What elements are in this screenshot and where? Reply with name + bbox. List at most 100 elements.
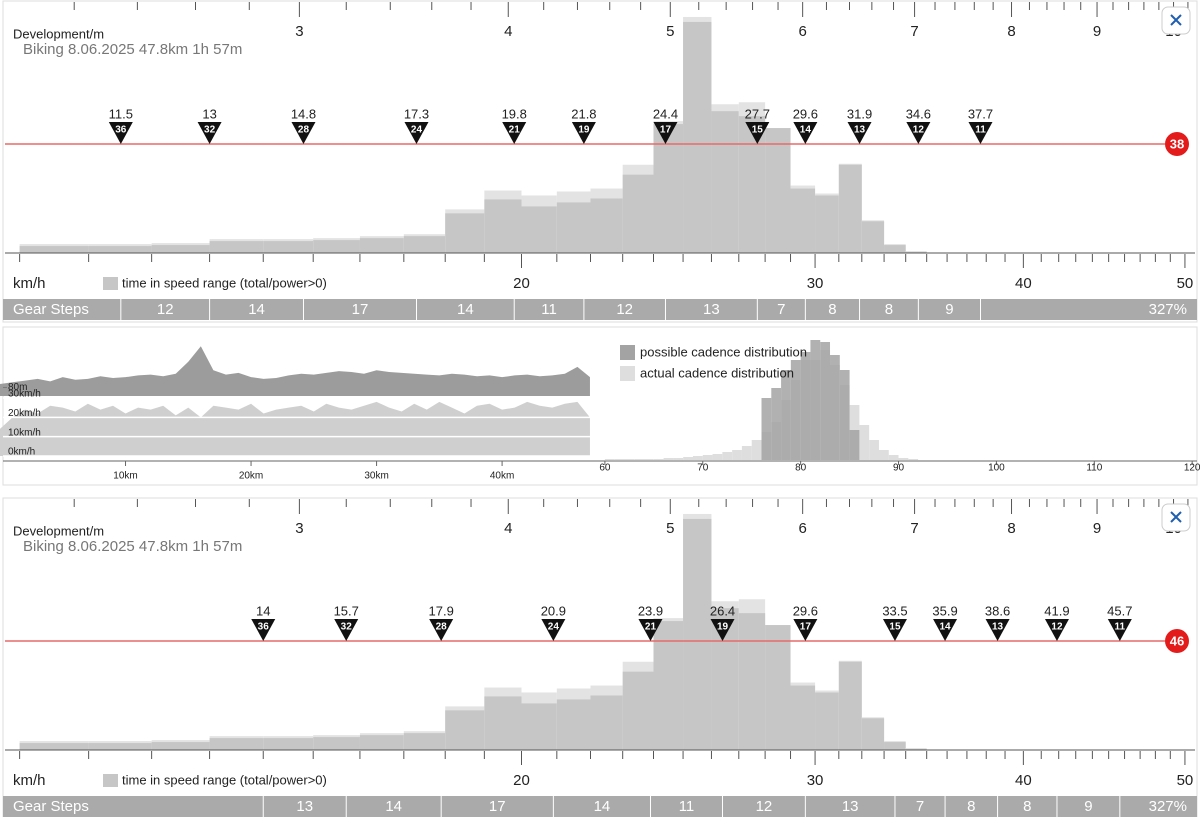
legend-text: possible cadence distribution <box>640 344 807 359</box>
legend-swatch <box>103 277 118 290</box>
gear-speed: 26.4 <box>710 603 735 618</box>
power-bar <box>263 241 314 253</box>
gear-marker <box>985 619 1010 641</box>
power-bar <box>683 518 712 750</box>
gear-marker <box>653 122 678 144</box>
gear-step: 8 <box>1023 798 1031 815</box>
power-bar <box>861 718 885 750</box>
gear-marker <box>933 619 958 641</box>
power-bar <box>263 738 314 750</box>
cadence-bar <box>673 458 684 460</box>
power-bar <box>622 174 654 253</box>
gear-marker <box>638 619 663 641</box>
speed-tick-label: 20 <box>513 772 530 789</box>
gear-cog: 11 <box>975 125 986 136</box>
gear-step: 9 <box>1084 798 1092 815</box>
speed-label: km/h <box>13 275 46 292</box>
legend-swatch <box>620 345 635 360</box>
distance-tick-label: 10km <box>113 471 137 482</box>
gear-step: 13 <box>703 301 720 318</box>
gear-step: 14 <box>594 798 611 815</box>
cadence-bar <box>810 340 821 460</box>
gear-marker <box>968 122 993 144</box>
power-bar <box>209 241 264 253</box>
gear-cog: 19 <box>717 622 729 633</box>
gear-step: 14 <box>385 798 402 815</box>
cadence-bar <box>653 459 664 460</box>
gear-cog: 17 <box>660 125 672 136</box>
panel-frame <box>2 497 1198 817</box>
gear-speed: 15.7 <box>334 603 359 618</box>
gear-cog: 12 <box>913 125 925 136</box>
gear-cog: 36 <box>258 622 270 633</box>
cadence-bar <box>732 450 742 460</box>
legend-text: time in speed range (total/power>0) <box>122 772 327 787</box>
power-bar <box>738 116 766 254</box>
gear-speed: 41.9 <box>1044 603 1069 618</box>
dev-tick-label: 9 <box>1093 23 1101 40</box>
gear-step: 13 <box>842 798 859 815</box>
distance-tick-label: 30km <box>364 471 388 482</box>
dev-tick-label: 3 <box>295 520 303 537</box>
cadence-tick-label: 60 <box>599 463 611 474</box>
cadence-bar <box>692 456 703 460</box>
gear-speed: 21.8 <box>571 106 596 121</box>
cadence-bar <box>751 440 762 460</box>
distance-tick-label: 40km <box>490 471 514 482</box>
gear-cog: 13 <box>992 622 1004 633</box>
power-bar <box>19 743 89 750</box>
legend-text: time in speed range (total/power>0) <box>122 275 327 290</box>
power-bar <box>622 671 654 750</box>
cadence-bar <box>741 446 752 460</box>
power-bar <box>683 21 712 253</box>
dev-tick-label: 8 <box>1007 520 1015 537</box>
gear-step: 13 <box>296 798 313 815</box>
legend-swatch <box>103 774 118 787</box>
gear-marker <box>571 122 596 144</box>
power-bar <box>590 695 623 750</box>
gear-speed: 27.7 <box>745 106 770 121</box>
gear-step: 12 <box>157 301 174 318</box>
speed-tick-label: 10km/h <box>8 427 41 438</box>
gear-cog: 28 <box>436 622 448 633</box>
gear-cog: 21 <box>645 622 657 633</box>
power-bar <box>765 128 791 253</box>
cadence-bar <box>898 458 909 460</box>
power-bar <box>711 111 739 253</box>
cadence-bar <box>830 355 840 460</box>
power-bar <box>884 245 906 253</box>
gear-cog: 15 <box>752 125 764 136</box>
gear-step: 17 <box>489 798 506 815</box>
dev-tick-label: 6 <box>798 520 806 537</box>
power-bar <box>521 206 557 253</box>
gear-steps-label: Gear Steps <box>13 301 89 318</box>
speed-tick-label: 40 <box>1015 772 1032 789</box>
power-bar <box>838 164 862 253</box>
cadence-bar <box>663 458 674 460</box>
dev-tick-label: 3 <box>295 23 303 40</box>
gear-cog: 11 <box>1115 622 1126 633</box>
elevation-area <box>0 346 590 396</box>
gear-marker <box>1044 619 1069 641</box>
gear-steps-label: Gear Steps <box>13 798 89 815</box>
gear-steps-total: 327% <box>1149 798 1187 815</box>
gear-step: 8 <box>967 798 975 815</box>
chainring-value: 46 <box>1170 633 1184 648</box>
gear-marker <box>291 122 316 144</box>
gear-speed: 17.3 <box>404 106 429 121</box>
power-bar <box>738 613 766 750</box>
total-bar <box>905 748 927 750</box>
gear-cog: 21 <box>509 125 521 136</box>
gear-step: 14 <box>248 301 265 318</box>
gear-speed: 19.8 <box>502 106 527 121</box>
cadence-bar <box>869 440 879 460</box>
cadence-tick-label: 110 <box>1086 463 1102 474</box>
gear-cog: 14 <box>940 622 952 633</box>
cadence-bar <box>644 459 654 460</box>
gear-step: 8 <box>828 301 836 318</box>
gear-marker <box>502 122 527 144</box>
gear-step: 12 <box>616 301 633 318</box>
close-icon <box>1170 14 1182 26</box>
cadence-bar <box>800 352 811 460</box>
